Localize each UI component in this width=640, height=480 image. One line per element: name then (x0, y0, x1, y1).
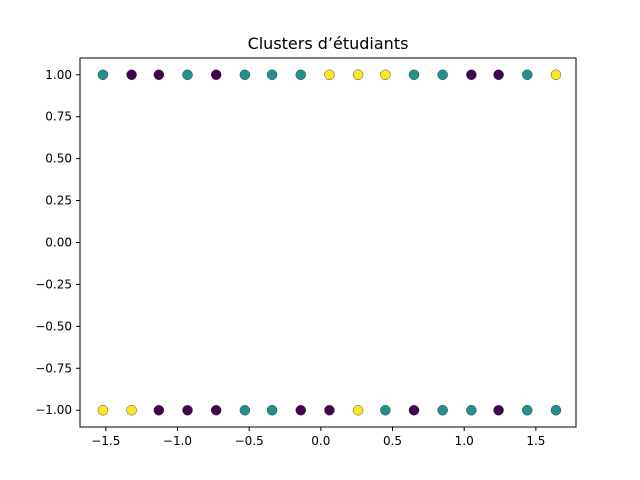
y-tick-label: −0.50 (35, 319, 72, 333)
data-point (97, 69, 109, 80)
data-point (182, 405, 193, 416)
axes: −1.5 −1.0 −0.5 0.0 0.5 1.0 1.5 1.00 0.75 0.50 0.25… (35, 68, 545, 448)
data-point (380, 69, 391, 80)
data-point (97, 405, 109, 416)
data-point (210, 69, 222, 80)
data-point (126, 405, 137, 416)
data-point (437, 69, 448, 80)
data-point (266, 405, 278, 416)
data-point (380, 405, 391, 416)
data-point (324, 405, 335, 416)
data-point (295, 405, 306, 416)
y-tick-label: 0.25 (45, 194, 72, 208)
data-point (324, 69, 335, 80)
data-point (182, 69, 193, 80)
data-point (126, 69, 137, 80)
data-point (153, 69, 165, 80)
chart-title: Clusters d’étudiants (248, 34, 409, 53)
data-point (295, 69, 306, 80)
data-point (352, 405, 364, 416)
data-point (493, 69, 504, 80)
data-point (437, 405, 448, 416)
data-point (352, 69, 364, 80)
data-point (522, 69, 533, 80)
data-point (210, 405, 222, 416)
y-tick-label: 1.00 (45, 68, 72, 82)
data-point (408, 69, 420, 80)
data-point (466, 405, 477, 416)
x-tick-label: −1.0 (163, 434, 192, 448)
data-point (266, 69, 278, 80)
data-point (408, 405, 420, 416)
data-point (153, 405, 165, 416)
data-point (239, 69, 251, 80)
data-point (550, 405, 562, 416)
x-tick-label: 1.0 (455, 434, 474, 448)
x-tick-label: 0.5 (383, 434, 402, 448)
data-point (493, 405, 504, 416)
x-tick-label: 1.5 (526, 434, 545, 448)
x-tick-label: −0.5 (235, 434, 264, 448)
data-point (239, 405, 251, 416)
y-tick-label: −1.00 (35, 403, 72, 417)
y-tick-label: 0.50 (45, 152, 72, 166)
data-points (97, 69, 562, 416)
y-tick-label: 0.75 (45, 110, 72, 124)
x-tick-label: −1.5 (91, 434, 120, 448)
x-tick-label: 0.0 (311, 434, 330, 448)
y-tick-label: −0.75 (35, 361, 72, 375)
data-point (466, 69, 477, 80)
y-tick-label: −0.25 (35, 277, 72, 291)
y-tick-label: 0.00 (45, 236, 72, 250)
data-point (550, 69, 562, 80)
data-point (522, 405, 533, 416)
